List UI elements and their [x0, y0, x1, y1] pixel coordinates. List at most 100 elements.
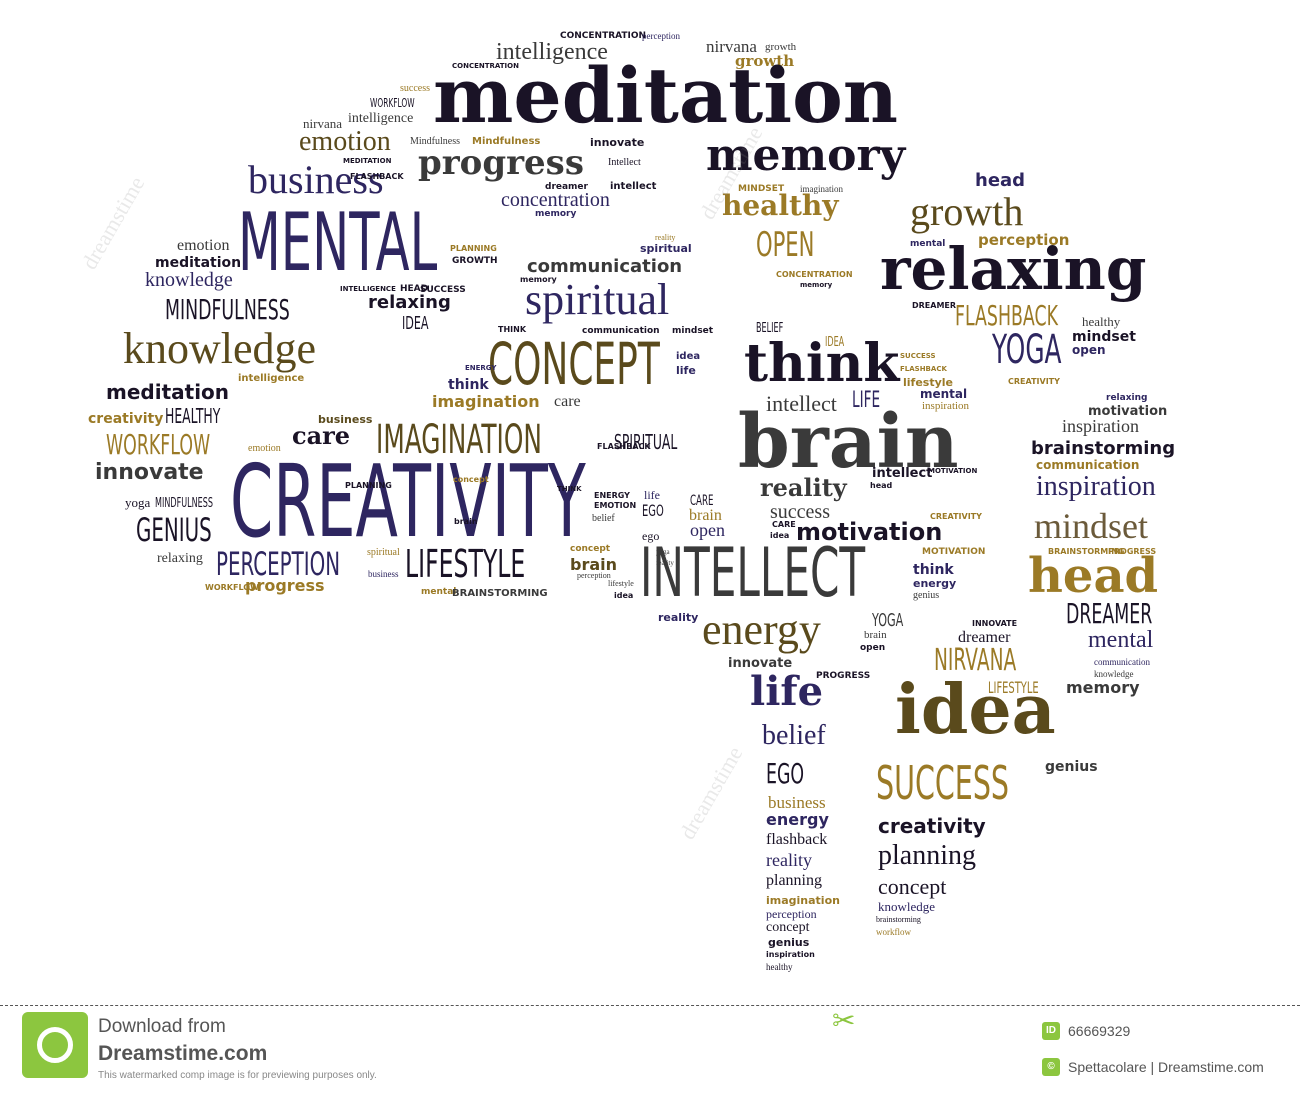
cloud-word: genius: [768, 936, 810, 949]
cloud-word: reality: [658, 611, 699, 624]
cloud-word: PROGRESS: [816, 671, 871, 681]
cloud-word: energy: [766, 810, 829, 829]
cloud-word: relaxing: [368, 292, 451, 313]
cloud-word: imagination: [800, 184, 843, 194]
cloud-word: BRAINSTORMING: [452, 588, 548, 599]
cloud-word: innovate: [95, 460, 204, 485]
cloud-word: idea: [676, 351, 701, 362]
cloud-word: CREATIVITY: [930, 512, 982, 521]
cloud-word: concept: [570, 544, 611, 554]
download-label: Download from: [98, 1016, 226, 1037]
footer-bar: [0, 1005, 1300, 1096]
cloud-word: relaxing: [1106, 393, 1148, 403]
cloud-word: brainstorming: [1031, 438, 1176, 459]
cloud-word: brain: [738, 399, 959, 485]
cloud-word: CONCENTRATION: [776, 270, 853, 279]
cloud-word: business: [248, 157, 384, 202]
cloud-word: perception: [766, 907, 817, 921]
cloud-word: mental: [920, 387, 968, 401]
cloud-word: head: [975, 170, 1026, 191]
cloud-word: dreamer: [958, 629, 1011, 646]
cloud-word: IMAGINATION: [376, 417, 542, 463]
cloud-word: perception: [642, 31, 680, 41]
cloud-word: healthy: [1082, 314, 1121, 329]
cloud-word: communication: [527, 256, 683, 277]
cloud-word: FLASHBACK: [900, 365, 947, 373]
cloud-word: concept: [766, 920, 810, 935]
cloud-word: EMOTION: [594, 501, 637, 510]
cloud-word: innovate: [590, 136, 645, 149]
cloud-word: Intellect: [608, 157, 641, 168]
cloud-word: IDEA: [825, 335, 845, 350]
cloud-word: brain: [570, 555, 618, 574]
cloud-word: YOGA: [872, 610, 904, 631]
cloud-word: PLANNING: [450, 244, 497, 253]
cloud-word: planning: [878, 840, 976, 871]
cloud-word: MOTIVATION: [928, 467, 978, 475]
cloud-word: success: [400, 83, 430, 94]
cloud-word: growth: [735, 52, 795, 70]
cloud-word: meditation: [433, 51, 899, 140]
cloud-word: memory: [535, 209, 577, 219]
cloud-word: CREATIVITY: [1008, 377, 1060, 386]
cloud-word: open: [860, 643, 886, 653]
cloud-word: head: [1028, 548, 1159, 604]
cloud-word: Mindfulness: [410, 136, 460, 147]
copyright-icon: ©: [1042, 1058, 1060, 1076]
cloud-word: YOGA: [992, 327, 1062, 373]
cloud-word: SUCCESS: [420, 285, 466, 295]
cloud-word: LIFE: [852, 388, 881, 413]
cloud-word: WORKFLOW: [106, 428, 211, 461]
cloud-word: INTELLIGENCE: [340, 285, 396, 293]
cloud-word: healthy: [722, 189, 839, 222]
cloud-word: THINK: [557, 485, 582, 493]
cloud-word: success: [770, 501, 830, 523]
cloud-word: belief: [592, 513, 615, 524]
cloud-word: open: [690, 520, 725, 540]
cloud-word: EGO: [766, 757, 805, 790]
cloud-word: meditation: [155, 255, 242, 271]
cloud-word: memory: [1066, 678, 1140, 697]
author-credit: Spettacolare | Dreamstime.com: [1068, 1059, 1264, 1075]
cloud-word: yoga: [656, 548, 670, 556]
cloud-word: INNOVATE: [972, 619, 1018, 628]
cloud-word: business: [368, 569, 399, 579]
cloud-word: ego: [642, 529, 660, 543]
cloud-word: open: [1072, 343, 1106, 357]
cloud-word: nirvana: [303, 116, 342, 131]
cloud-word: mindset: [1072, 329, 1136, 345]
cloud-word: memory: [706, 130, 906, 181]
cloud-word: MEDITATION: [343, 157, 392, 165]
cloud-word: planning: [766, 872, 822, 889]
cloud-word: mindset: [672, 326, 714, 336]
cloud-word: CONCENTRATION: [452, 62, 519, 70]
cloud-word: relaxing: [157, 551, 203, 566]
cloud-word: lifestyle: [903, 376, 953, 389]
cloud-word: intellect: [766, 391, 837, 416]
cloud-word: mental: [421, 587, 457, 597]
scissors-icon: ✂: [832, 1005, 856, 1036]
cloud-word: business: [768, 793, 826, 812]
cloud-word: HEALTHY: [165, 404, 221, 428]
image-id: 66669329: [1068, 1023, 1131, 1039]
cloud-word: spiritual: [367, 547, 400, 558]
cloud-word: nirvana: [706, 37, 757, 56]
cloud-word: CARE: [772, 520, 796, 529]
cloud-word: MINDSET: [738, 184, 785, 194]
cloud-word: brain: [864, 629, 887, 641]
cloud-word: head: [870, 481, 893, 490]
cloud-word: THINK: [498, 325, 527, 334]
cloud-word: spiritual: [640, 242, 692, 255]
cloud-word: CONCEPT: [488, 330, 660, 398]
cloud-word: emotion: [177, 237, 230, 254]
cloud-word: WORKFLOW: [370, 96, 415, 110]
cloud-word: PROGRESS: [1108, 547, 1157, 556]
cloud-word: reality: [760, 473, 847, 502]
site-name[interactable]: Dreamstime.com: [98, 1042, 268, 1065]
cloud-word: SUCCESS: [900, 352, 936, 360]
cloud-word: LIFESTYLE: [405, 542, 526, 586]
cloud-word: intellect: [610, 181, 657, 192]
cloud-word: mental: [910, 239, 946, 249]
cloud-word: perception: [978, 231, 1070, 249]
cloud-word: motivation: [796, 518, 943, 546]
